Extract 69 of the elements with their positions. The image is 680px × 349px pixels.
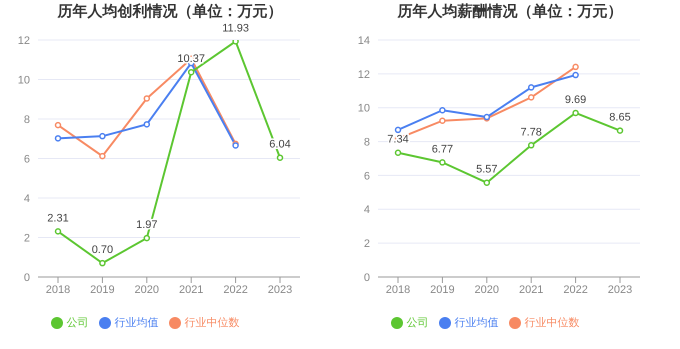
legend-label: 行业均值 [114,317,158,329]
point [439,107,446,114]
legend-label: 行业均值 [454,317,498,329]
legend-label: 公司 [406,317,428,329]
data-label: 0.70 [92,244,114,256]
point [188,68,194,76]
data-label: 7.34 [387,134,409,146]
point [144,95,150,102]
y-tick-label: 6 [364,170,370,182]
x-tick-label: 2020 [474,284,500,296]
x-tick-label: 2022 [563,284,588,296]
y-tick-label: 12 [358,68,370,81]
x-tick-label: 2018 [386,284,410,296]
point [99,152,106,160]
point [276,154,284,161]
data-label: 6.77 [432,143,454,156]
y-tick-label: 10 [358,102,370,115]
point [54,135,62,142]
x-tick-label: 2019 [430,284,455,296]
legend-label: 行业中位数 [524,317,580,329]
point [144,121,150,128]
y-tick-label: 4 [364,204,370,216]
point [484,179,490,186]
y-tick-label: 0 [24,272,30,284]
point [572,64,579,70]
legend-label: 行业中位数 [184,317,240,329]
data-label: 2.31 [47,212,69,224]
x-tick-label: 2018 [46,284,70,296]
point [394,149,402,156]
y-tick-label: 8 [24,114,30,126]
data-label: 11.93 [222,22,249,34]
point [528,94,534,101]
chart-title: 历年人均创利情况（单位：万元） [56,2,284,21]
point [99,132,106,140]
point [439,118,446,124]
x-tick-label: 2021 [178,284,204,296]
x-tick-label: 2020 [134,284,160,296]
y-tick-label: 8 [364,136,370,148]
x-tick-label: 2021 [518,284,544,296]
y-tick-label: 4 [24,192,30,205]
point [232,40,239,45]
point [528,84,534,91]
chart-title: 历年人均薪酬情况（单位：万元） [396,2,624,21]
x-tick-label: 2022 [223,284,248,296]
data-label: 8.65 [609,112,631,124]
y-tick-label: 6 [24,153,30,166]
x-tick-label: 2023 [268,284,292,296]
x-tick-label: 2019 [90,284,115,296]
point [99,260,106,266]
data-label: 9.69 [564,94,586,106]
data-label: 7.78 [520,126,542,138]
y-tick-label: 2 [24,232,30,244]
point [54,122,62,128]
point [394,126,402,134]
point [54,228,62,235]
point [144,234,150,242]
x-tick-label: 2023 [608,284,632,296]
legend-label: 公司 [66,317,88,329]
point [572,110,579,116]
y-tick-label: 14 [358,34,370,47]
point [439,159,446,166]
point [528,142,534,149]
y-tick-label: 0 [364,272,370,284]
point [616,127,624,134]
y-tick-label: 12 [18,34,30,47]
y-tick-label: 10 [18,74,30,86]
data-label: 5.57 [476,164,498,176]
y-tick-label: 2 [364,238,370,250]
point [572,72,579,78]
